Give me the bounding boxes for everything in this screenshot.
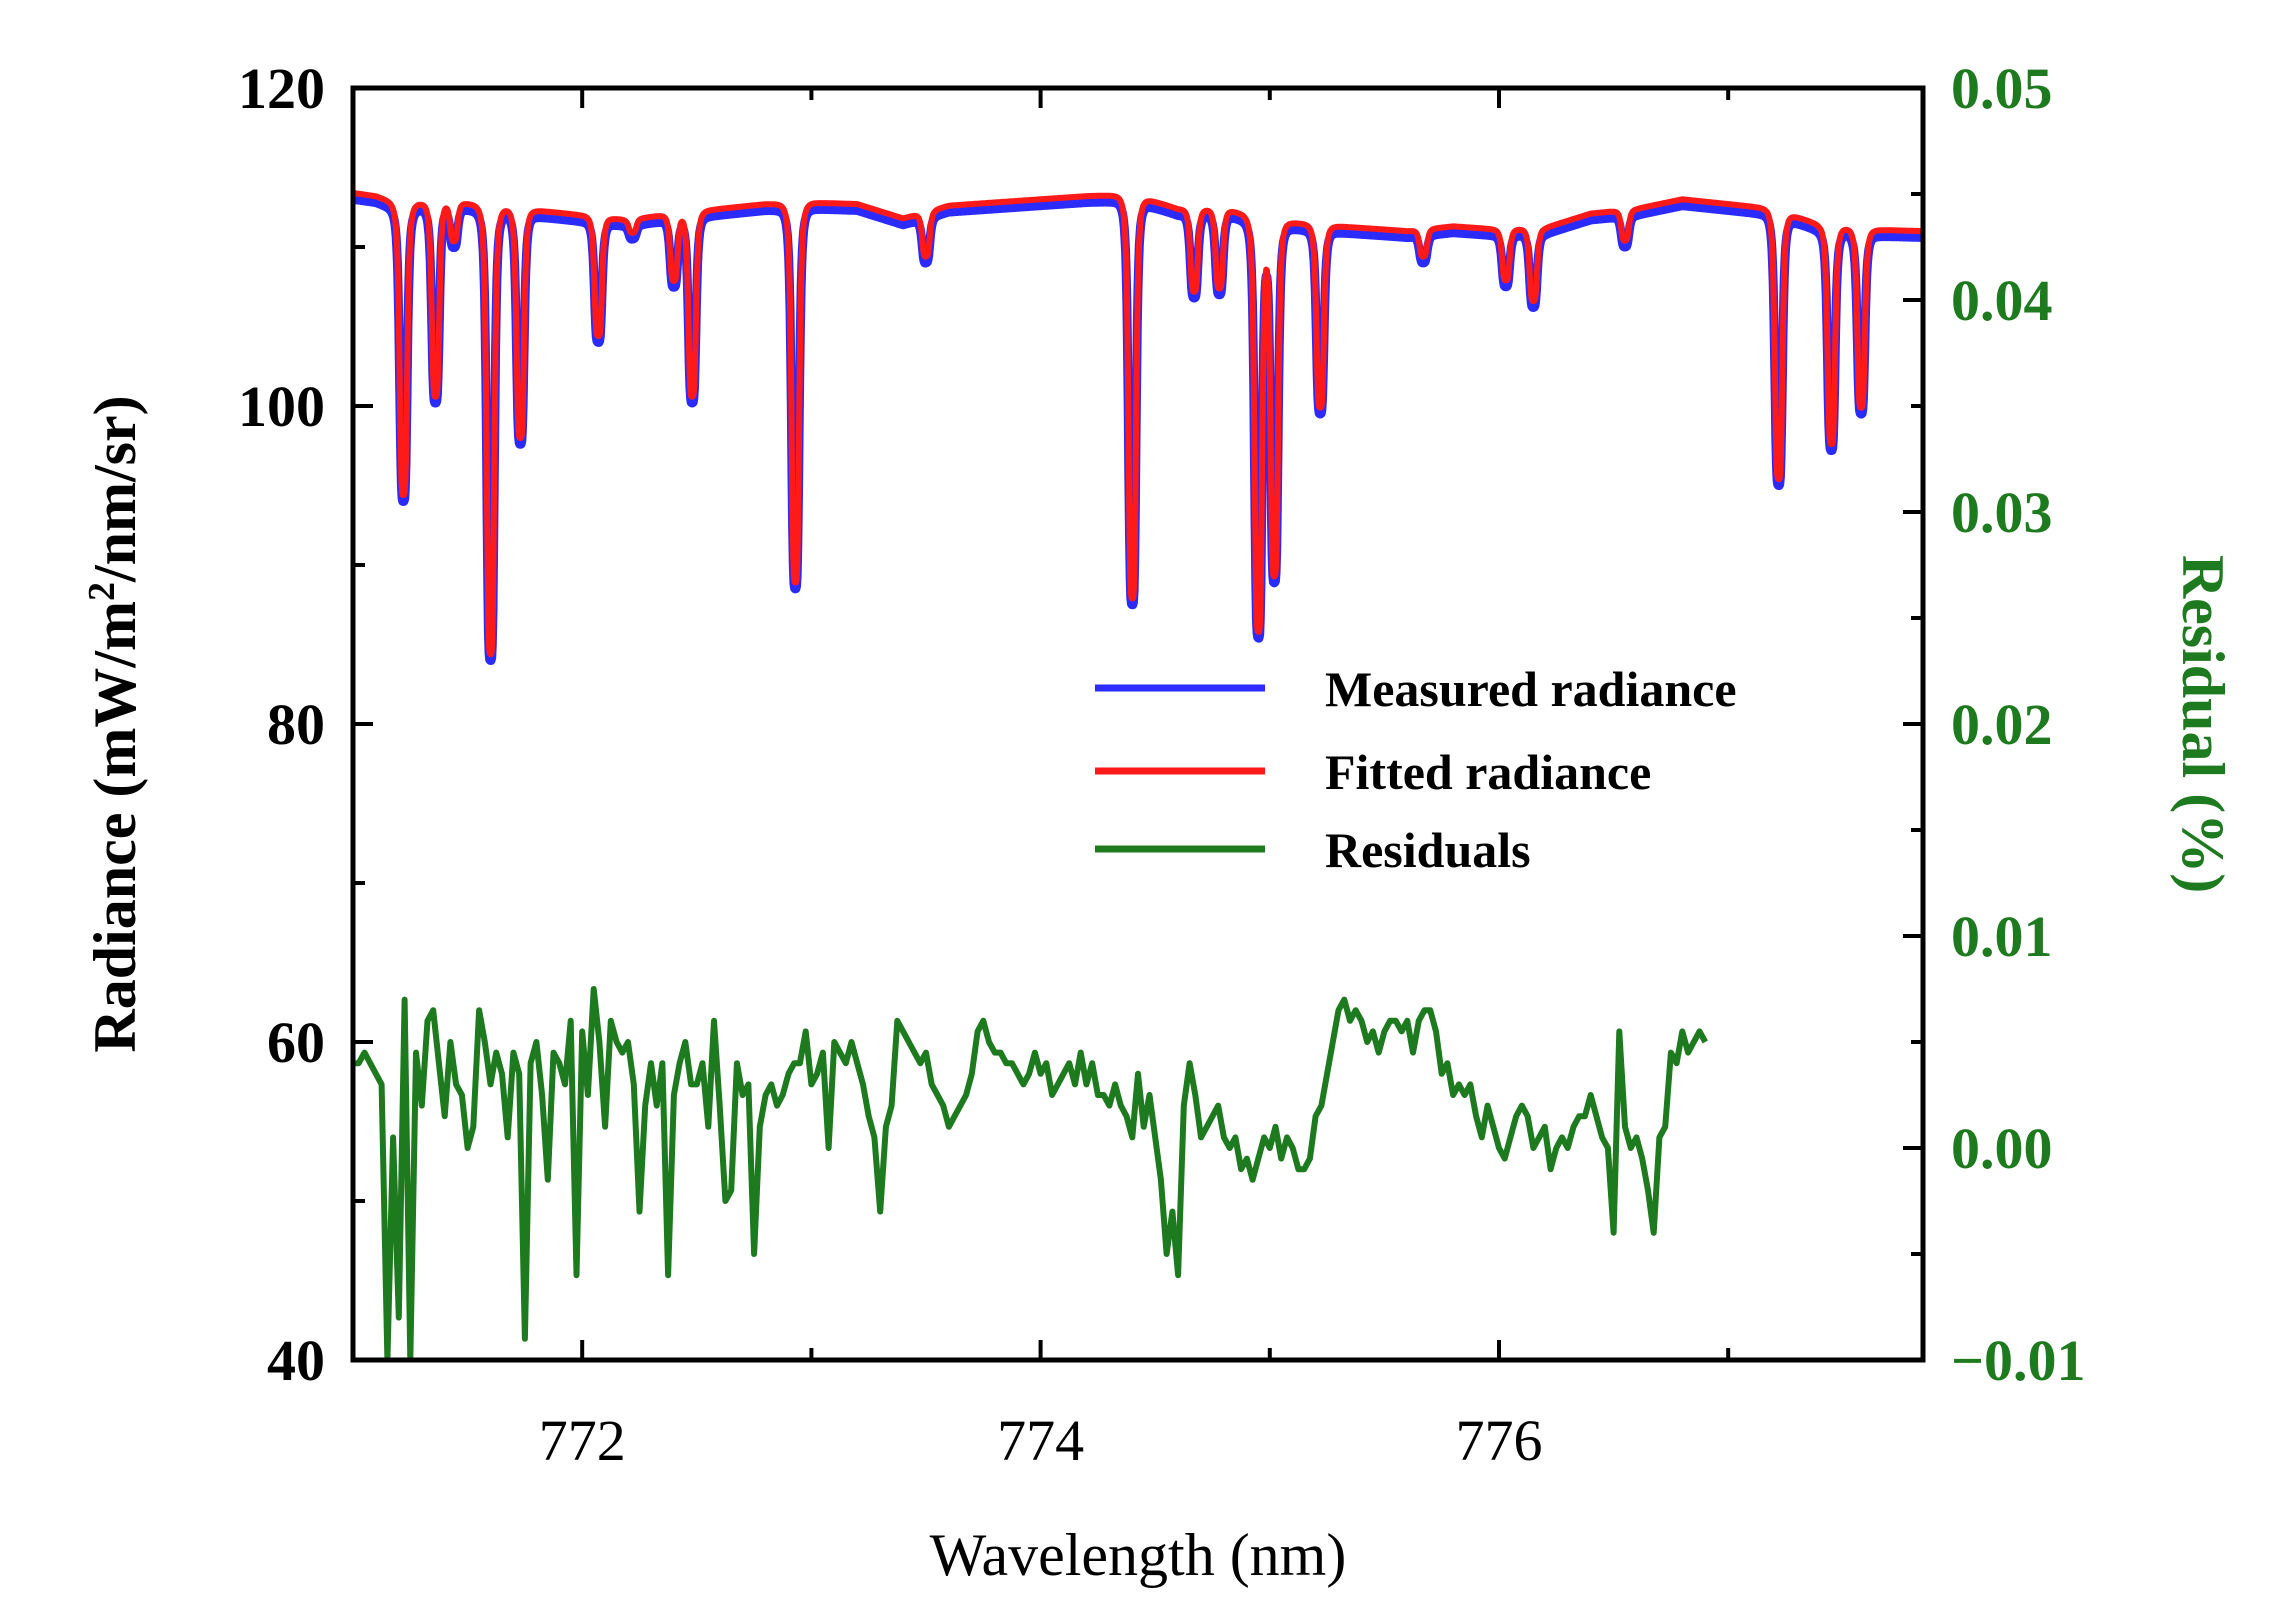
left-y-axis-title-tail: /nm/sr) [82, 395, 148, 583]
series-layer [353, 190, 1923, 1360]
legend-measured-label: Measured radiance [1325, 661, 1737, 717]
x-tick-label: 772 [539, 1408, 626, 1473]
y-right-tick-label: 0.05 [1951, 56, 2053, 121]
residuals-line [353, 986, 1708, 1360]
y-right-tick-label: 0.01 [1951, 904, 2053, 969]
y-left-tick-label: 120 [238, 56, 325, 121]
y-right-tick-label: 0.03 [1951, 480, 2053, 545]
y-right-tick-label: 0.04 [1951, 268, 2053, 333]
x-axis-title: Wavelength (nm) [930, 1522, 1347, 1588]
legend-residuals-label: Residuals [1325, 822, 1531, 878]
x-tick-label: 774 [997, 1408, 1084, 1473]
y-left-tick-label: 60 [267, 1010, 325, 1075]
left-y-axis-title-sup: 2 [81, 582, 123, 601]
right-y-axis: −0.01 0.00 0.01 0.02 0.03 0.04 0.05 [1903, 56, 2086, 1393]
y-left-tick-label: 40 [267, 1328, 325, 1393]
y-left-tick-label: 80 [267, 692, 325, 757]
y-left-tick-label: 100 [238, 374, 325, 439]
x-tick-label: 776 [1455, 1408, 1542, 1473]
fitted-radiance-line [353, 190, 1923, 658]
y-right-tick-label: 0.00 [1951, 1116, 2053, 1181]
y-right-tick-label: −0.01 [1951, 1328, 2086, 1393]
left-y-axis-title: Radiance (mW/m2/nm/sr) [81, 395, 148, 1052]
y-right-tick-label: 0.02 [1951, 692, 2053, 757]
left-y-axis: 40 60 80 100 120 [238, 56, 373, 1393]
legend: Measured radiance Fitted radiance Residu… [1095, 661, 1737, 878]
right-y-axis-title: Residual (%) [2170, 555, 2236, 893]
left-y-axis-title-main: Radiance (mW/m [82, 601, 148, 1053]
x-axis: 772 774 776 [351, 88, 1731, 1473]
legend-fitted-label: Fitted radiance [1325, 744, 1651, 800]
